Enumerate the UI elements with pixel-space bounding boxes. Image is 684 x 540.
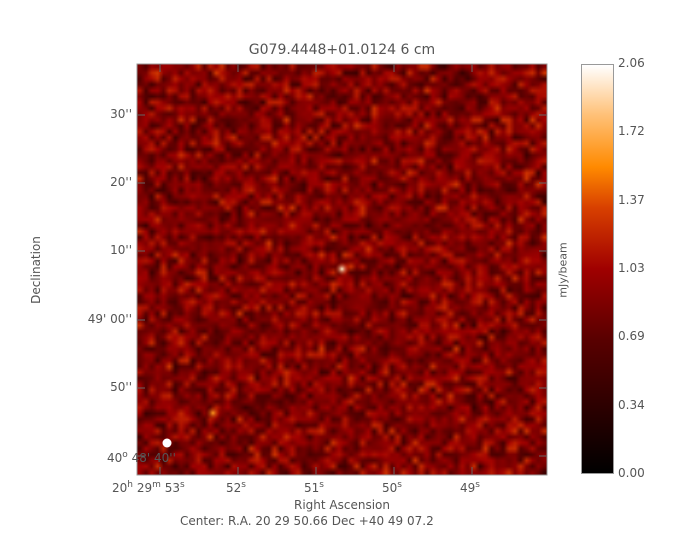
x-tick-label: 49s [460,480,480,495]
beam-marker [162,438,172,448]
chart-title: G079.4448+01.0124 6 cm [248,42,436,58]
colorbar-tick-label: 1.03 [618,261,645,275]
y-tick-label: 49' 00'' [87,312,132,326]
y-tick-label: 30'' [110,107,132,121]
x-tick-label: 50s [382,480,402,495]
colorbar [581,64,614,474]
y-tick-label: 50'' [110,380,132,394]
plot-frame [136,63,548,476]
colorbar-tick-label: 1.72 [618,124,645,139]
x-tick-label: 52s [226,480,246,495]
x-tick-label-first: 20h 29m 53s [112,480,185,495]
colorbar-tick-label: 0.00 [618,466,645,480]
y-tick-label: 20'' [110,175,132,189]
colorbar-tick-label: 2.06 [618,56,645,70]
colorbar-tick-label: 1.37 [618,192,645,207]
x-tick-label: 51s [304,480,324,495]
y-axis-label: Declination [29,236,43,304]
colorbar-label: mJy/beam [556,242,570,298]
x-axis-label: Right Ascension [294,498,390,512]
colorbar-tick-label: 0.69 [618,329,645,344]
y-tick-label: 10'' [110,243,132,257]
center-coordinates: Center: R.A. 20 29 50.66 Dec +40 49 07.2 [180,514,434,528]
y-tick-label-first: 40o 48' 40'' [107,450,176,465]
colorbar-tick-label: 0.34 [618,397,645,412]
radio-map-image [137,64,547,475]
